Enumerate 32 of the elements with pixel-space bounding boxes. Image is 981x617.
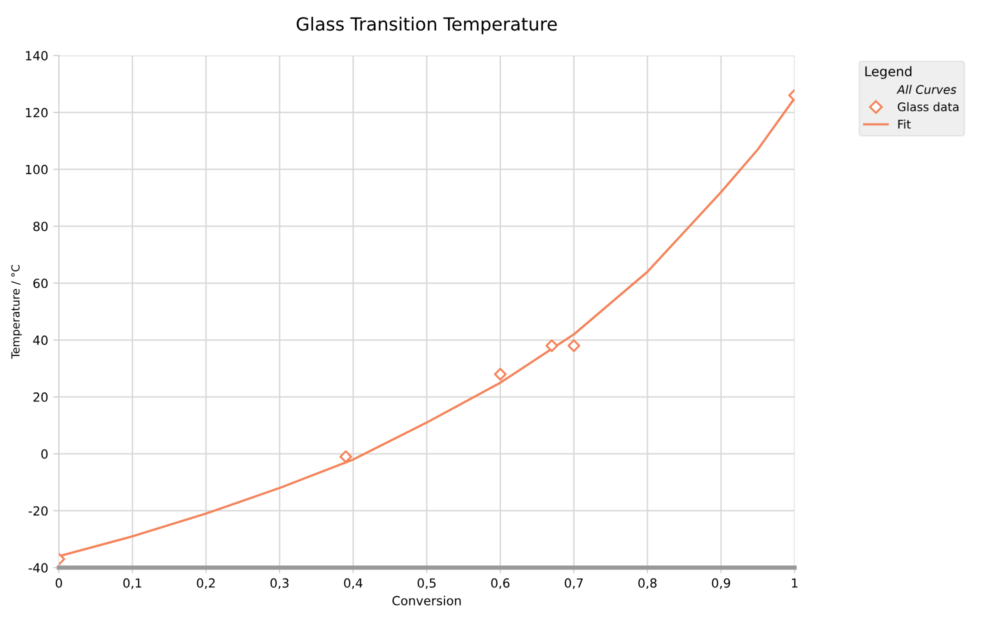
legend-label: Glass data <box>898 102 958 112</box>
x-tick-label: 0,5 <box>418 578 436 590</box>
x-axis-title: Conversion <box>392 596 461 606</box>
y-tick-label: 80 <box>33 222 48 232</box>
y-tick-label: 120 <box>26 108 48 118</box>
x-tick-label: 0,4 <box>344 578 362 590</box>
text: All Curves <box>896 84 956 94</box>
x-tick-label: 0,7 <box>564 578 583 590</box>
x-tick-label: 0,1 <box>123 578 142 590</box>
y-tick-label: 60 <box>33 278 48 288</box>
y-tick-label: -40 <box>28 563 48 573</box>
y-tick-label: 100 <box>26 164 48 174</box>
y-axis-title: Temperature / °C <box>11 264 22 359</box>
y-tick-label: 0 <box>41 449 48 459</box>
x-tick-label: 0 <box>56 578 62 588</box>
point <box>568 339 580 352</box>
x-tick-label: 0,6 <box>491 578 510 590</box>
y-tick-label: 140 <box>26 51 48 60</box>
y-tick-label: 20 <box>33 392 48 402</box>
chart-title: Glass Transition Temperature <box>296 16 557 34</box>
legend-title: Legend <box>865 66 912 79</box>
y-tick-label: -20 <box>28 506 48 516</box>
point <box>545 339 558 352</box>
legend-label: Fit <box>898 119 911 128</box>
x-tick-label: 0,8 <box>638 578 657 590</box>
y-tick-label: 40 <box>33 336 48 345</box>
point <box>339 450 352 464</box>
x-tick-label: 0,9 <box>712 578 730 590</box>
point <box>494 368 507 381</box>
x-tick-label: 0,2 <box>196 578 215 590</box>
x-tick-label: 0,3 <box>270 578 289 590</box>
x-tick-label: 1 <box>792 578 798 588</box>
